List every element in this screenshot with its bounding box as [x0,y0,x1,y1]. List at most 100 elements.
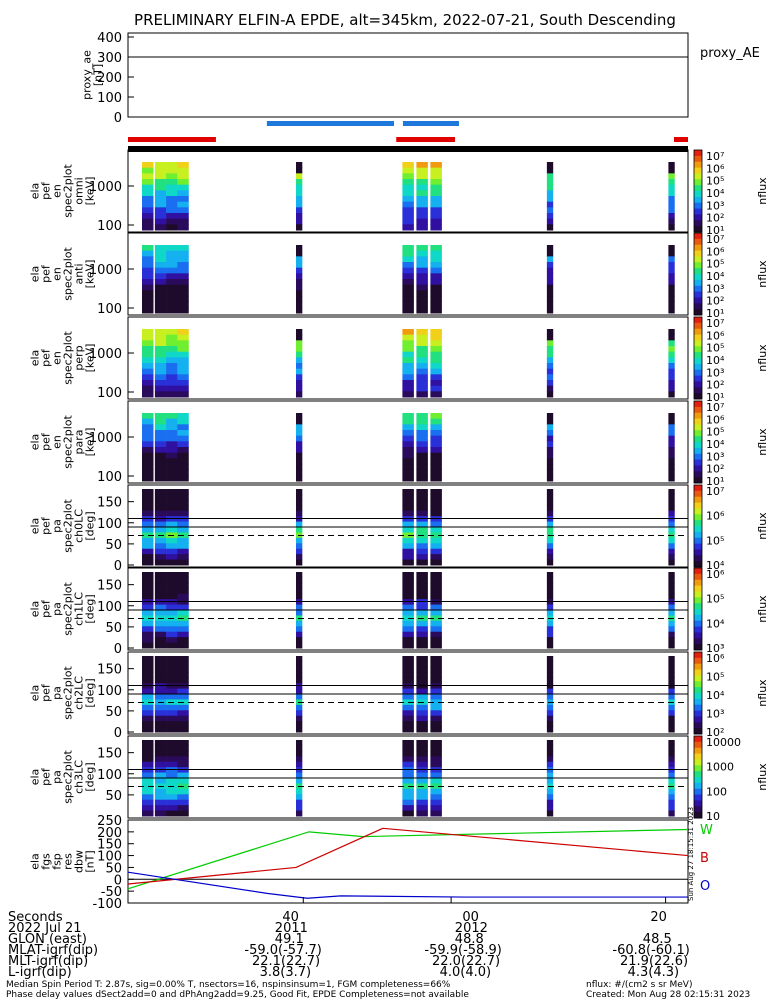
spectrogram-cell [296,374,303,381]
spectrogram-cell [154,688,167,695]
spectrogram-cell [154,424,167,431]
spectrogram-cell [142,527,154,533]
spectrogram-cell [154,452,167,459]
spectrogram-cell [416,510,428,517]
spectrogram-cell [416,435,428,442]
spectrogram-cell [142,245,154,252]
spectrogram-cell [430,637,442,644]
spectrogram-cell [430,250,442,257]
spectrogram-cell [402,469,414,476]
colorbar-tick-label: 10⁴ [706,559,725,572]
spectrogram-cell [177,750,189,757]
spectrogram-cell [142,510,154,517]
spectrogram-cell [154,262,167,269]
spectrogram-cell [402,357,414,364]
spectrogram-cell [668,610,675,616]
panel-ylabel-line: [keV] [84,260,97,289]
spectrogram-cell [402,218,414,225]
spectrogram-cell [142,761,154,768]
spectrogram-cell [546,250,554,257]
spectrogram-cell [430,340,442,347]
spectrogram-cell [416,799,428,806]
spectrogram-cell [296,447,303,454]
spectrogram-cell [430,559,442,566]
colorbar-cell [694,303,702,310]
colorbar-cell [694,555,702,562]
spectrogram-cell [166,642,178,649]
spectrogram-cell [402,761,414,768]
spectrogram-cell [154,642,167,649]
colorbar-cell [694,777,702,784]
spectrogram-cell [668,715,675,722]
spectrogram-cell [416,494,428,501]
spectrogram-cell [416,588,428,595]
spectrogram-cell [166,213,178,220]
spectrogram-cell [166,290,178,297]
spectrogram-cell [177,267,189,274]
spectrogram-cell [668,279,675,286]
spectrogram-cell [296,464,303,471]
spectrogram-cell [154,250,167,257]
colorbar-cell [694,788,702,796]
spectrogram-cell [296,380,303,387]
spectrogram-cell [416,441,428,448]
spectrogram-cell [166,694,178,700]
spectrogram-cell [166,516,178,523]
spectrogram-cell [177,631,189,638]
colorbar-cell [694,256,702,263]
colorbar-cell [694,453,702,461]
panel-ylabel-line: perp [73,345,86,370]
spectrogram-cell [546,788,554,795]
colorbar-label: nflux [756,344,769,372]
spectrogram-cell [546,196,554,203]
spectrogram-cell [430,351,442,358]
spectrogram-cell [546,279,554,286]
spectrogram-cell [177,599,189,606]
spectrogram-cell [154,475,167,482]
colorbar-cell [694,179,702,186]
spectrogram-cell [296,572,303,578]
spectrogram-cell [154,537,167,544]
spectrogram-cell [668,794,675,801]
spectrogram-cell [416,715,428,722]
spectrogram-cell [177,610,189,616]
spectrogram-cell [402,213,414,220]
spectrogram-cell [177,334,189,341]
spectrogram-cell [142,548,154,555]
spectrogram-cell [142,201,154,208]
spectrogram-cell [416,346,428,353]
colorbar-cell [694,585,702,592]
spectrogram-cell [142,750,154,757]
spectrogram-cell [668,424,675,431]
spectrogram-cell [668,213,675,220]
spectrogram-cell [546,173,554,180]
spectrogram-cell [546,620,554,627]
spectrogram-cell [177,559,189,566]
spectrogram-cell [177,548,189,555]
proxy-ae-panel: 400 300 200 100 0 proxy_ae[nT] proxy_AE [81,31,760,126]
spectrogram-cell [154,521,167,528]
spectrogram-cell [166,527,178,533]
spectrogram-cell [296,620,303,627]
spectrogram-cell [154,767,167,774]
spectrogram-cell [296,351,303,358]
spectrogram-cell [166,441,178,448]
spectrogram-cell [166,666,178,673]
spectrogram-cell [177,391,189,398]
spectrogram-cell [177,173,189,180]
spectrogram-cell [166,413,178,420]
spectrogram-cell [416,413,428,420]
colorbar-cell [694,794,702,801]
proxy-legend: proxy_AE [700,46,760,61]
spectrogram-cell [177,799,189,806]
spectrogram-cell [166,559,178,566]
spectrogram-cell [296,267,303,274]
colorbar-cell [694,561,702,568]
spectrogram-cell [177,464,189,471]
colorbar-tick-label: 10⁴ [706,689,725,702]
spectrogram-cell [154,631,167,638]
spectrogram-cell [416,245,428,252]
side-stamp: Sun Aug 27 18:15:31 2023 [687,807,695,901]
